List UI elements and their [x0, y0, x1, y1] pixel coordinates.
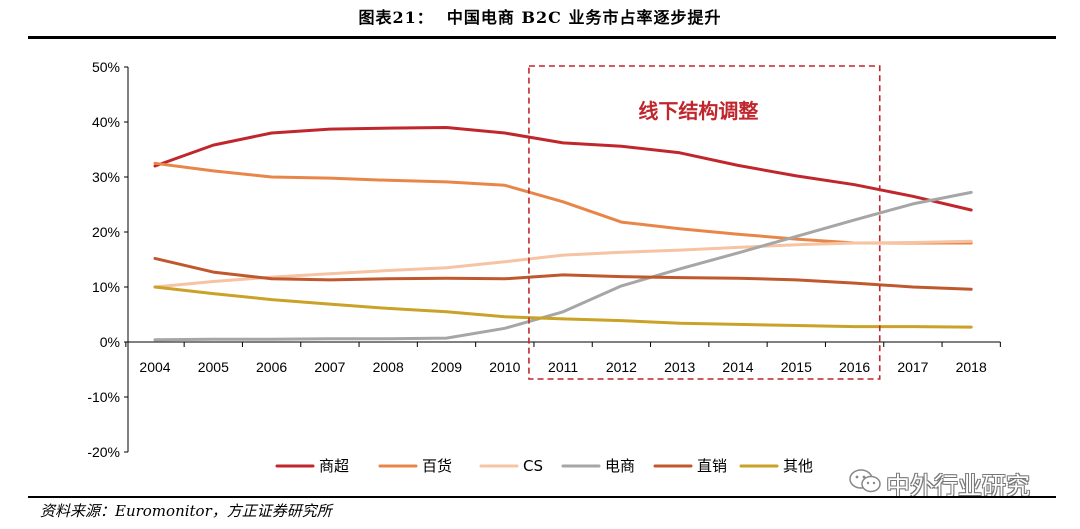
y-tick-label: 20%	[92, 224, 120, 240]
x-tick-label: 2011	[548, 359, 578, 375]
x-tick-label: 2004	[139, 359, 170, 375]
x-tick-label: 2013	[664, 359, 695, 375]
series-line-直销	[153, 256, 973, 291]
chart-series	[153, 126, 973, 342]
y-tick-label: 0%	[100, 334, 120, 350]
x-tick-label: 2017	[897, 359, 928, 375]
y-tick-label: -20%	[87, 444, 120, 460]
x-tick-label: 2007	[314, 359, 345, 375]
legend-label-直销: 直销	[697, 457, 727, 475]
series-line-百货	[153, 161, 973, 245]
x-tick-label: 2016	[839, 359, 870, 375]
source-rule	[28, 496, 1056, 498]
tick-labels: -20% -10% 0% 10% 20% 30% 40% 50% 2004 2005 2006 200…	[87, 59, 987, 460]
legend-label-其他: 其他	[783, 457, 813, 475]
highlight-label: 线下结构调整	[638, 99, 758, 123]
highlight-box	[528, 65, 881, 380]
legend-label-电商: 电商	[605, 457, 635, 475]
chart-legend: 商超 百货 CS 电商 直销 其他	[275, 457, 813, 475]
y-tick-label: -10%	[87, 389, 120, 405]
x-tick-label: 2015	[781, 359, 812, 375]
chart-axes	[124, 66, 1001, 453]
x-tick-label: 2005	[198, 359, 229, 375]
watermark-text: 中外行业研究	[886, 472, 1030, 500]
x-tick-label: 2014	[722, 359, 753, 375]
series-line-CS	[153, 239, 973, 289]
figure-title: 图表21： 中国电商 B2C 业务市占率逐步提升	[358, 8, 722, 27]
x-tick-label: 2009	[431, 359, 462, 375]
highlight-region: 线下结构调整	[528, 65, 881, 380]
wechat-logo-icon	[849, 469, 881, 493]
y-tick-label: 30%	[92, 169, 120, 185]
y-tick-label: 50%	[92, 59, 120, 75]
series-line-其他	[153, 285, 973, 329]
x-tick-label: 2006	[256, 359, 287, 375]
legend-label-商超: 商超	[319, 457, 349, 475]
y-tick-label: 40%	[92, 114, 120, 130]
legend-label-百货: 百货	[422, 457, 452, 475]
series-line-商超	[153, 126, 973, 212]
x-tick-label: 2012	[606, 359, 637, 375]
x-tick-label: 2008	[373, 359, 404, 375]
source-note: 资料来源：Euromonitor，方正证券研究所	[40, 502, 332, 520]
y-tick-label: 10%	[92, 279, 120, 295]
x-tick-label: 2018	[956, 359, 987, 375]
series-line-电商	[153, 190, 973, 342]
legend-label-CS: CS	[523, 457, 543, 475]
title-rule	[28, 36, 1056, 39]
x-tick-label: 2010	[489, 359, 520, 375]
